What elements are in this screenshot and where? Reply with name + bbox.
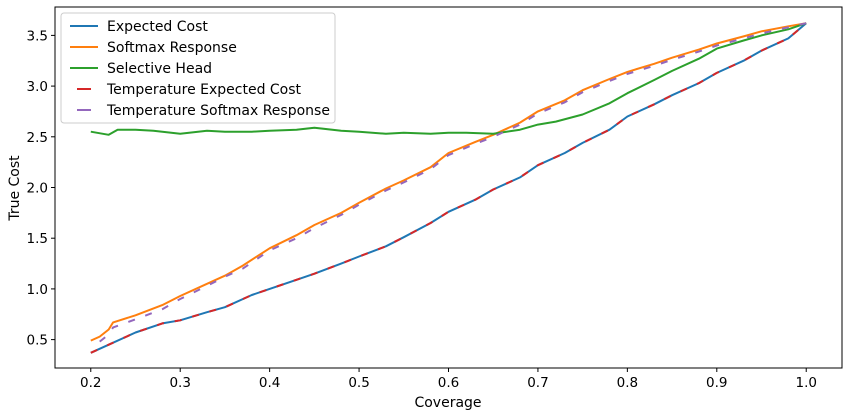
series-line-2 — [90, 22, 807, 136]
x-axis-label: Coverage — [414, 395, 481, 411]
series-layer — [90, 22, 807, 354]
x-tick-label: 0.9 — [706, 375, 727, 391]
series-line-3 — [90, 22, 807, 354]
y-tick-label: 3.0 — [27, 79, 48, 95]
plot-frame — [54, 6, 843, 369]
y-tick-label: 1.5 — [27, 231, 48, 247]
x-tick-label: 0.7 — [527, 375, 548, 391]
legend-label-1: Softmax Response — [107, 40, 237, 56]
legend-label-2: Selective Head — [107, 61, 212, 77]
x-tick-label: 0.5 — [348, 375, 369, 391]
y-axis-label: True Cost — [7, 155, 23, 222]
x-tick-label: 0.3 — [169, 375, 190, 391]
legend: Expected Cost Softmax Response Selective H… — [60, 12, 336, 124]
y-tick-label: 0.5 — [27, 333, 48, 349]
legend-box — [60, 12, 336, 124]
x-tick-label: 0.4 — [259, 375, 280, 391]
y-tick-label: 3.5 — [27, 28, 48, 44]
x-tick-label: 1.0 — [795, 375, 816, 391]
legend-label-0: Expected Cost — [107, 19, 208, 35]
y-tick-label: 1.0 — [27, 282, 48, 298]
x-tick-label: 0.8 — [617, 375, 638, 391]
legend-label-4: Temperature Softmax Response — [106, 103, 330, 119]
x-tick-label: 0.2 — [80, 375, 101, 391]
y-tick-label: 2.5 — [27, 130, 48, 146]
y-tick-label: 2.0 — [27, 181, 48, 197]
series-line-1 — [90, 22, 807, 342]
tick-layer: 0.2 0.3 0.4 0.5 0.6 0.7 0.8 0.9 1.0 0.5 1.0 1.5 2.0 2… — [27, 28, 817, 391]
legend-label-3: Temperature Expected Cost — [106, 82, 302, 98]
x-tick-label: 0.6 — [438, 375, 459, 391]
